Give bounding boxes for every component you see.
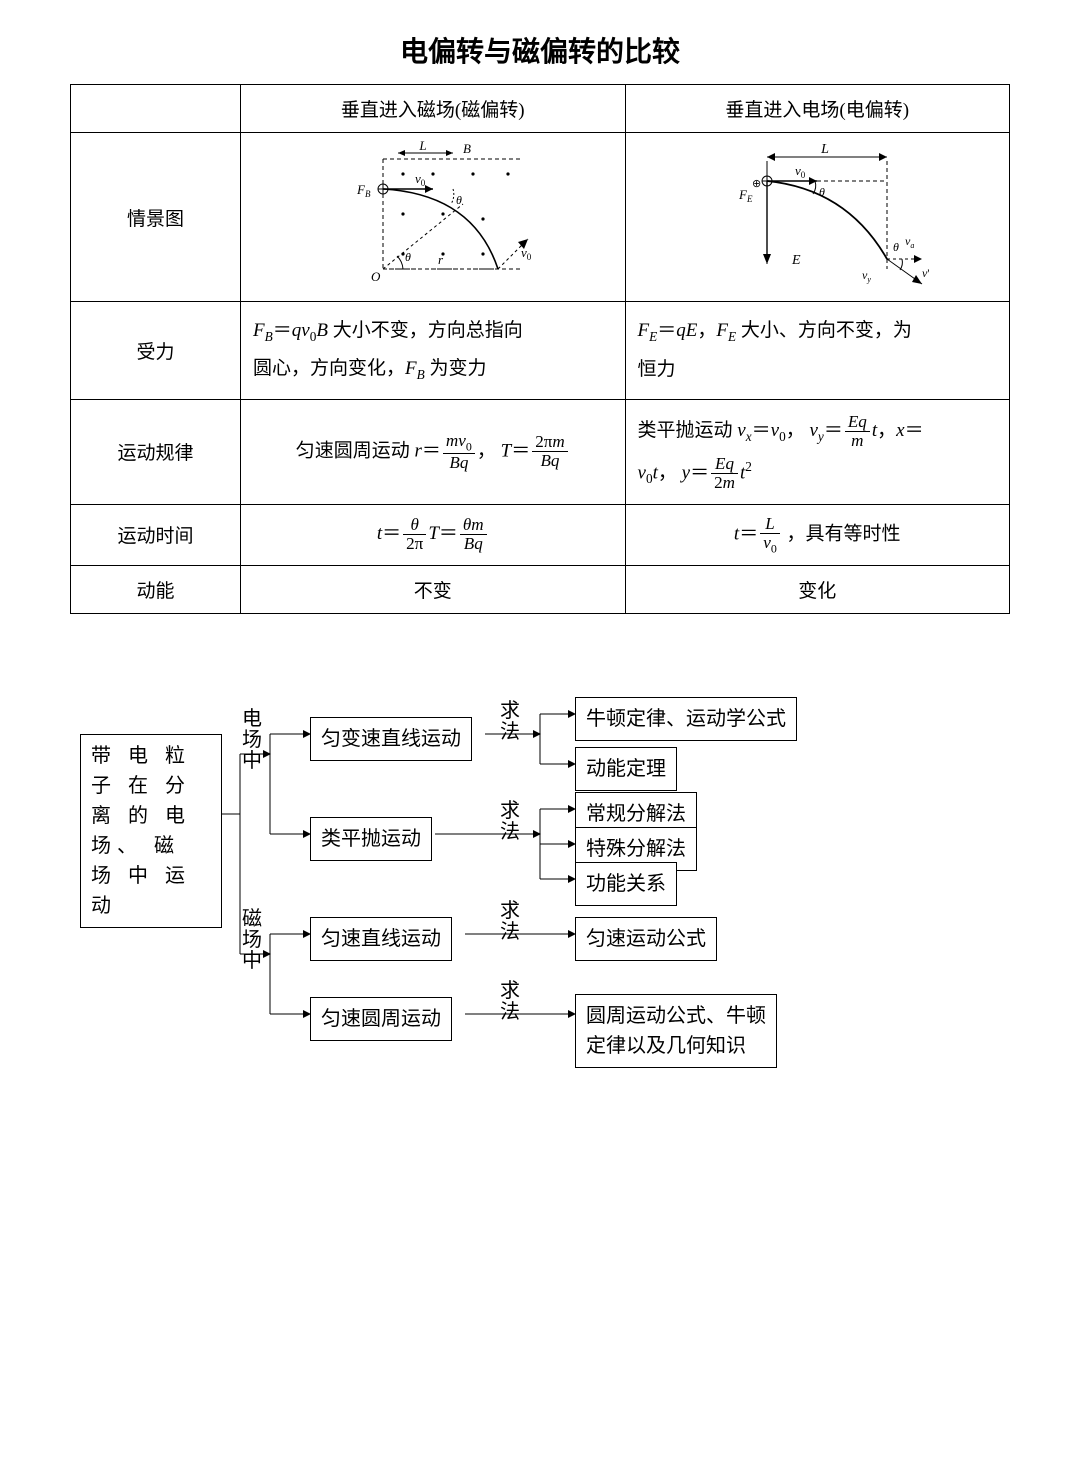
fig-magnetic: L B FB v0 <box>241 133 626 302</box>
row-force-label: 受力 <box>71 302 241 400</box>
ke-electric: 变化 <box>625 565 1010 613</box>
flow-n1: 匀变速直线运动 <box>310 717 472 761</box>
svg-text:θ: θ <box>893 240 899 254</box>
flow-root: 带 电 粒子 在 分离 的 电场、 磁场 中 运动 <box>80 734 222 928</box>
flow-r3: 匀速运动公式 <box>575 917 717 961</box>
row-time-label: 运动时间 <box>71 504 241 565</box>
motion-magnetic: 匀速圆周运动 r＝mv0Bq， T＝2πmBq <box>241 399 626 504</box>
electric-diagram-svg: L FE E v0 <box>697 139 937 289</box>
th-blank <box>71 85 241 133</box>
flow-branch-magnetic: 磁场中 <box>242 909 262 972</box>
force-magnetic: FB＝qv0B 大小不变，方向总指向 圆心，方向变化，FB 为变力 <box>241 302 626 400</box>
svg-text:O: O <box>371 269 381 284</box>
time-magnetic: t＝θ2πT＝θmBq <box>241 504 626 565</box>
svg-text:v0: v0 <box>521 245 532 262</box>
flow-r2c: 功能关系 <box>575 862 677 906</box>
flow-root-text: 带 电 粒子 在 分离 的 电场、 磁场 中 运动 <box>91 745 191 917</box>
th-magnetic: 垂直进入磁场(磁偏转) <box>241 85 626 133</box>
svg-text:v': v' <box>922 266 930 280</box>
flow-seek1: 求法 <box>500 701 520 743</box>
svg-text:va: va <box>905 234 914 250</box>
svg-text:θ: θ <box>405 250 411 264</box>
flowchart: 带 电 粒子 在 分离 的 电场、 磁场 中 运动 电场中 磁场中 匀变速直线运… <box>70 694 1010 1094</box>
flow-seek4: 求法 <box>500 981 520 1023</box>
flow-r1a: 牛顿定律、运动学公式 <box>575 697 797 741</box>
ke-magnetic: 不变 <box>241 565 626 613</box>
row-ke-label: 动能 <box>71 565 241 613</box>
motion-electric: 类平抛运动 vx＝v0， vy＝Eqmt，x＝ v0t， y＝Eq2mt2 <box>625 399 1010 504</box>
time-electric: t＝Lv0 ，具有等时性 <box>625 504 1010 565</box>
svg-text:FB: FB <box>356 182 371 199</box>
row-motion-label: 运动规律 <box>71 399 241 504</box>
th-electric: 垂直进入电场(电偏转) <box>625 85 1010 133</box>
row-fig-label: 情景图 <box>71 133 241 302</box>
magnetic-diagram-svg: L B FB v0 <box>323 139 543 289</box>
force-electric: FE＝qE，FE 大小、方向不变，为恒力 <box>625 302 1010 400</box>
svg-text:FE: FE <box>738 187 753 204</box>
flow-r1b: 动能定理 <box>575 747 677 791</box>
comparison-table: 垂直进入磁场(磁偏转) 垂直进入电场(电偏转) 情景图 L B <box>70 84 1010 614</box>
svg-text:L: L <box>820 142 829 157</box>
flow-seek3: 求法 <box>500 901 520 943</box>
svg-text:L: L <box>418 139 426 153</box>
svg-text:B: B <box>463 141 471 156</box>
svg-text:v0: v0 <box>795 163 806 180</box>
svg-text:v0: v0 <box>415 171 426 188</box>
flow-r4: 圆周运动公式、牛顿定律以及几何知识 <box>575 994 777 1068</box>
fig-electric: L FE E v0 <box>625 133 1010 302</box>
flow-seek2: 求法 <box>500 801 520 843</box>
svg-text:θ: θ <box>456 193 462 207</box>
svg-text:θ: θ <box>819 185 825 199</box>
flow-n4: 匀速圆周运动 <box>310 997 452 1041</box>
page-title: 电偏转与磁偏转的比较 <box>70 30 1010 70</box>
svg-text:E: E <box>791 253 801 268</box>
flow-n2: 类平抛运动 <box>310 817 432 861</box>
flow-n3: 匀速直线运动 <box>310 917 452 961</box>
svg-text:⊕: ⊕ <box>752 178 761 190</box>
svg-text:vy: vy <box>862 268 871 284</box>
flow-branch-electric: 电场中 <box>242 709 262 772</box>
